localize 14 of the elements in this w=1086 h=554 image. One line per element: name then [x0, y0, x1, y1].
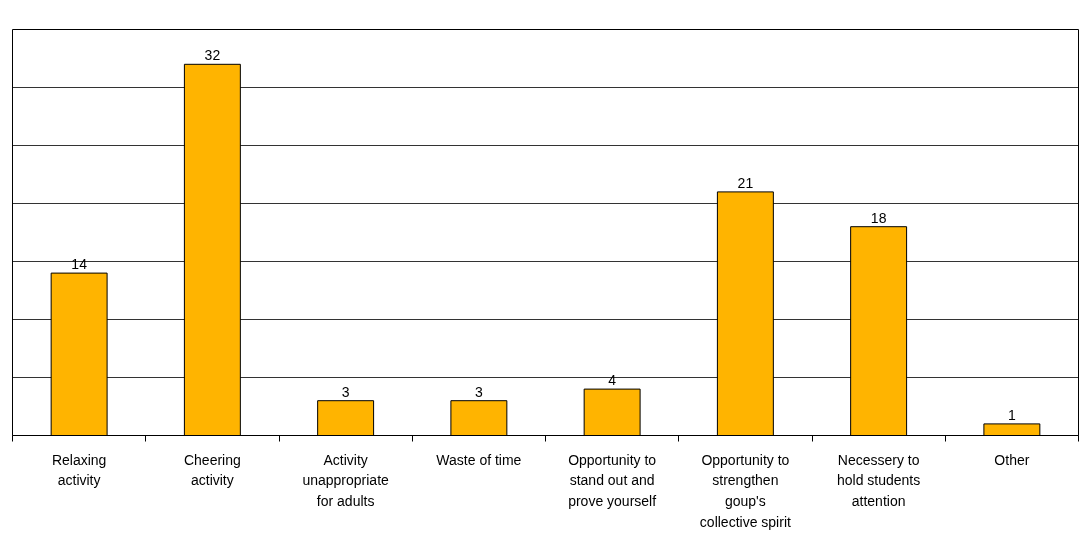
data-label: 3: [474, 383, 483, 400]
x-tick-label: Opportunity to strengthen goup's collective spirit: [699, 451, 791, 530]
data-label: 21: [737, 174, 754, 191]
x-tick-label: Other: [994, 451, 1030, 468]
x-tick-label: Waste of time: [436, 451, 522, 468]
x-tick-label: Opportunity to stand out and prove yourself: [568, 451, 657, 510]
x-tick-label: Relaxing activity: [51, 451, 107, 489]
data-label: 3: [341, 383, 350, 400]
x-tick-label: Activity unappropriate for adults: [302, 451, 390, 510]
x-tick-label: Necessery to hold students attention: [836, 451, 921, 510]
x-tick-label: Cheering activity: [183, 451, 241, 489]
data-label: 18: [870, 209, 887, 226]
data-label: 32: [204, 47, 221, 64]
data-label: 1: [1007, 406, 1016, 423]
